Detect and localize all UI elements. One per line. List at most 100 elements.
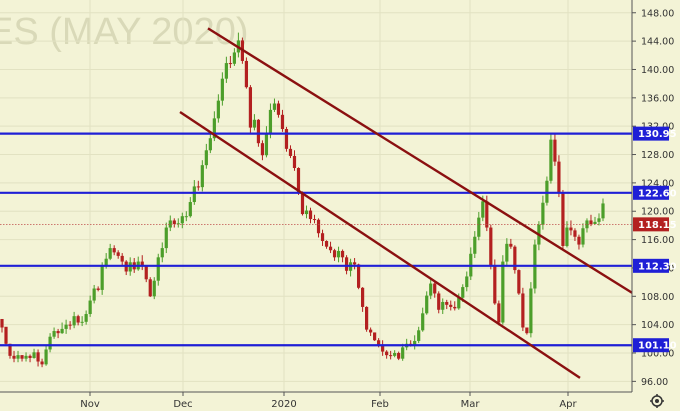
- y-tick-label: 144.00: [641, 37, 674, 48]
- level-tag: [633, 258, 669, 273]
- candle: [60, 322, 64, 334]
- candle: [573, 228, 577, 242]
- trend-line: [207, 27, 633, 294]
- candle: [316, 218, 321, 238]
- level-tag-label: 130.95: [638, 129, 677, 140]
- candle: [328, 241, 333, 254]
- candle: [553, 133, 557, 166]
- candle: [505, 238, 509, 266]
- level-tag-label: 122.60: [638, 188, 677, 199]
- candle: [200, 160, 204, 192]
- candle: [172, 218, 176, 228]
- candle: [517, 269, 521, 295]
- candle: [445, 299, 449, 310]
- candle: [180, 212, 184, 229]
- y-tick-label: 104.00: [641, 320, 674, 331]
- candle: [232, 48, 236, 66]
- trend-line: [179, 111, 581, 379]
- y-tick-label: 120.00: [641, 207, 674, 218]
- candle: [493, 259, 497, 305]
- candle: [44, 344, 48, 366]
- candle: [356, 263, 361, 290]
- candle: [68, 321, 72, 330]
- price-tags: 130.95 122.60 112.30 101.10 118.15: [633, 126, 677, 353]
- candle: [0, 318, 4, 333]
- x-tick-label: Feb: [371, 399, 389, 410]
- candle: [304, 205, 309, 219]
- y-tick-label: 100.00: [641, 349, 674, 360]
- candle: [549, 133, 553, 184]
- x-tick-label: Apr: [559, 399, 577, 410]
- candle: [284, 126, 289, 152]
- candle: [176, 218, 180, 228]
- candle: [152, 277, 156, 300]
- candle: [465, 271, 469, 292]
- candle: [140, 255, 144, 271]
- y-tick-label: 128.00: [641, 150, 674, 161]
- candle: [112, 245, 116, 256]
- candle: [92, 284, 96, 304]
- candle: [477, 211, 481, 241]
- candle: [513, 245, 517, 274]
- candle: [324, 240, 329, 249]
- candle: [148, 277, 152, 298]
- candle: [168, 215, 172, 232]
- candle: [16, 350, 20, 363]
- level-tag-label: 101.10: [638, 341, 677, 352]
- candle: [565, 221, 569, 248]
- candle: [529, 282, 533, 338]
- candle: [260, 140, 265, 161]
- candle: [308, 207, 313, 224]
- candle: [280, 109, 285, 132]
- candle: [545, 176, 549, 206]
- candle: [156, 253, 160, 286]
- candle: [369, 327, 373, 336]
- candle: [449, 300, 453, 311]
- candle: [184, 211, 188, 222]
- candle: [557, 155, 561, 198]
- candle: [4, 326, 8, 346]
- candle: [48, 333, 52, 353]
- candle: [32, 348, 36, 359]
- candle: [401, 343, 405, 361]
- candle: [429, 279, 433, 300]
- last-price-tag: [633, 217, 669, 232]
- candle: [473, 231, 477, 259]
- candle: [381, 340, 385, 356]
- candle: [276, 100, 281, 118]
- candle: [100, 262, 104, 295]
- candle: [509, 238, 513, 249]
- candle: [204, 143, 208, 169]
- candle: [597, 213, 601, 226]
- y-tick-label: 136.00: [641, 93, 674, 104]
- candle: [64, 319, 68, 334]
- candle: [244, 57, 249, 89]
- candle: [561, 189, 565, 250]
- settings-gear-icon[interactable]: [650, 394, 664, 408]
- candle: [489, 224, 493, 270]
- candle: [525, 327, 529, 335]
- candle: [385, 350, 389, 359]
- candle: [292, 150, 297, 171]
- candle: [88, 295, 92, 317]
- candle: [52, 327, 56, 339]
- candle: [340, 249, 345, 263]
- candle: [585, 218, 589, 233]
- candle: [320, 229, 325, 246]
- candle: [577, 234, 581, 250]
- candle: [216, 94, 220, 123]
- candle: [120, 253, 124, 266]
- candle: [352, 258, 357, 270]
- level-tag: [633, 185, 669, 200]
- candle: [336, 246, 341, 263]
- candle: [208, 131, 212, 154]
- candle: [248, 85, 253, 134]
- candle: [264, 126, 269, 158]
- candle: [116, 250, 120, 259]
- x-tick-label: 2020: [271, 399, 296, 410]
- chart-watermark-title: ES (MAY 2020): [0, 11, 249, 53]
- candle: [421, 307, 425, 332]
- candle: [268, 103, 273, 139]
